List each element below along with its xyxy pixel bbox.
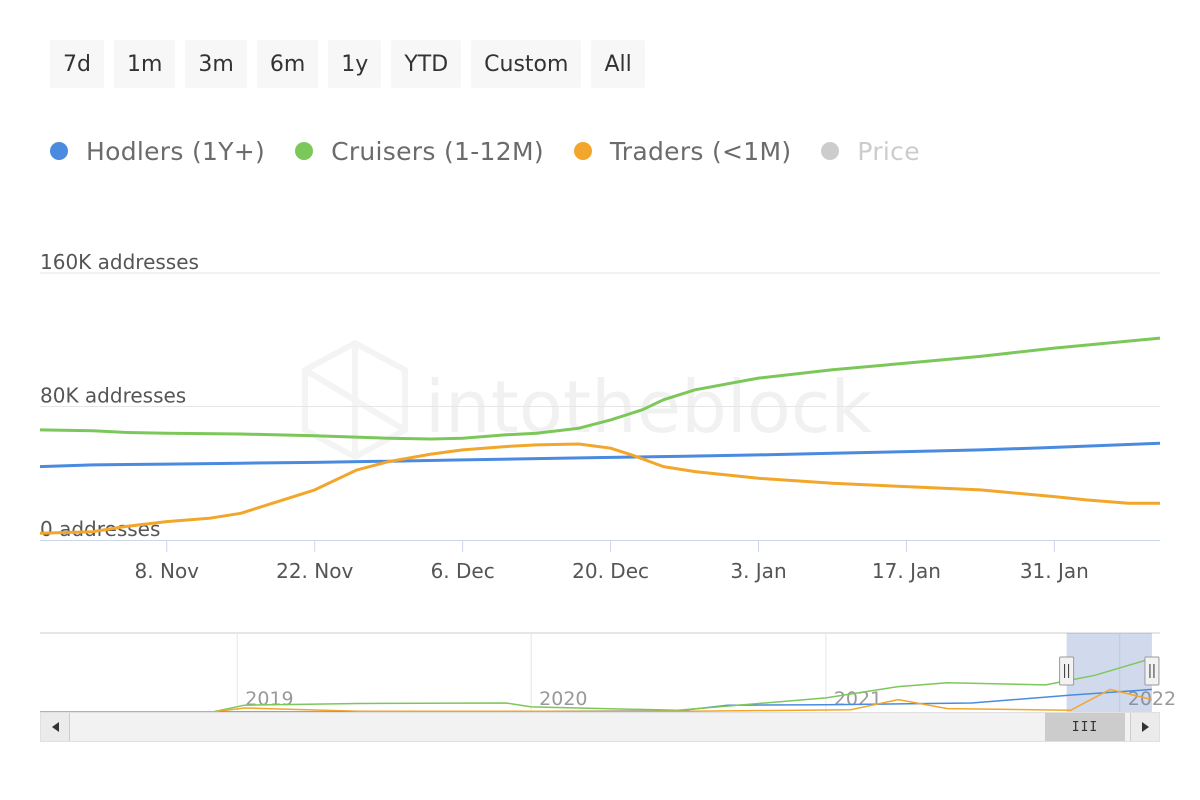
- series-line-cruisers-1-12m: [39, 336, 1161, 441]
- legend-label: Traders (<1M): [609, 136, 792, 166]
- grid-lines: [40, 272, 1160, 407]
- range-button-7d[interactable]: 7d: [50, 40, 104, 88]
- x-tick-label: 31. Jan: [1020, 559, 1089, 583]
- series-line-hodlers-1y: [39, 441, 1161, 469]
- scroll-left-button[interactable]: [41, 713, 70, 741]
- watermark-text: intotheblock: [425, 365, 872, 449]
- series-line-traders-1m: [39, 442, 1160, 535]
- watermark-logo: [302, 339, 408, 461]
- y-axis-labels: 0 addresses 80K addresses 160K addresses: [40, 250, 199, 541]
- range-button-custom[interactable]: Custom: [471, 40, 582, 88]
- grip-icon: III: [1071, 719, 1099, 735]
- navigator-right-handle[interactable]: [1144, 656, 1160, 686]
- legend-label: Price: [857, 136, 920, 166]
- navigator-selection[interactable]: [1066, 633, 1152, 712]
- range-button-ytd[interactable]: YTD: [391, 40, 462, 88]
- range-button-1m[interactable]: 1m: [113, 40, 176, 88]
- scroll-right-button[interactable]: [1130, 713, 1159, 741]
- arrow-left-icon: [51, 722, 59, 732]
- navigator-left-handle[interactable]: [1059, 656, 1075, 686]
- legend-marker-icon: [573, 142, 592, 160]
- legend-marker-icon: [821, 142, 840, 160]
- y-tick-label: 80K addresses: [40, 384, 186, 408]
- x-tick-label: 22. Nov: [276, 559, 353, 583]
- x-tick-label: 3. Jan: [730, 559, 786, 583]
- legend-label: Hodlers (1Y+): [86, 136, 266, 166]
- x-tick-label: 17. Jan: [872, 559, 941, 583]
- y-tick-label: 0 addresses: [40, 517, 160, 541]
- legend-item-cruisers-1-12m[interactable]: Cruisers (1-12M): [295, 137, 544, 166]
- x-tick-label: 20. Dec: [572, 559, 649, 583]
- navigator-year-label: 2019: [245, 688, 293, 710]
- legend-item-hodlers-1y[interactable]: Hodlers (1Y+): [50, 137, 265, 166]
- range-button-1y[interactable]: 1y: [328, 40, 382, 88]
- legend-label: Cruisers (1-12M): [331, 136, 544, 166]
- x-tick-label: 8. Nov: [135, 559, 200, 583]
- navigator-year-label: 2020: [539, 688, 587, 710]
- navigator-series-line: [40, 688, 1152, 713]
- navigator-year-label: 2021: [834, 688, 882, 710]
- range-selector: 7d 1m 3m 6m 1y YTD Custom All: [50, 40, 655, 88]
- navigator: 2019 2020 2021 2022: [40, 632, 1176, 713]
- navigator-year-label: 2022: [1128, 688, 1176, 710]
- legend-item-traders-1m[interactable]: Traders (<1M): [573, 136, 792, 166]
- range-button-6m[interactable]: 6m: [256, 40, 319, 88]
- scroll-thumb[interactable]: III: [1045, 713, 1125, 741]
- range-button-all[interactable]: All: [591, 40, 645, 88]
- x-axis: 8. Nov 22. Nov 6. Dec 20. Dec 3. Jan 17. Jan 3…: [40, 540, 1160, 583]
- legend-marker-icon: [50, 142, 68, 160]
- range-button-3m[interactable]: 3m: [185, 40, 247, 88]
- y-tick-label: 160K addresses: [40, 250, 199, 274]
- scrollbar[interactable]: III: [40, 712, 1160, 742]
- navigator-series-line: [40, 688, 1153, 713]
- series-lines: [39, 336, 1161, 535]
- x-tick-label: 6. Dec: [431, 559, 495, 583]
- arrow-right-icon: [1141, 722, 1149, 732]
- chart-legend: Hodlers (1Y+) Cruisers (1-12M) Traders (<1…: [50, 128, 950, 174]
- legend-marker-icon: [295, 142, 314, 160]
- navigator-series-line: [40, 657, 1153, 713]
- legend-item-price[interactable]: Price: [821, 137, 920, 166]
